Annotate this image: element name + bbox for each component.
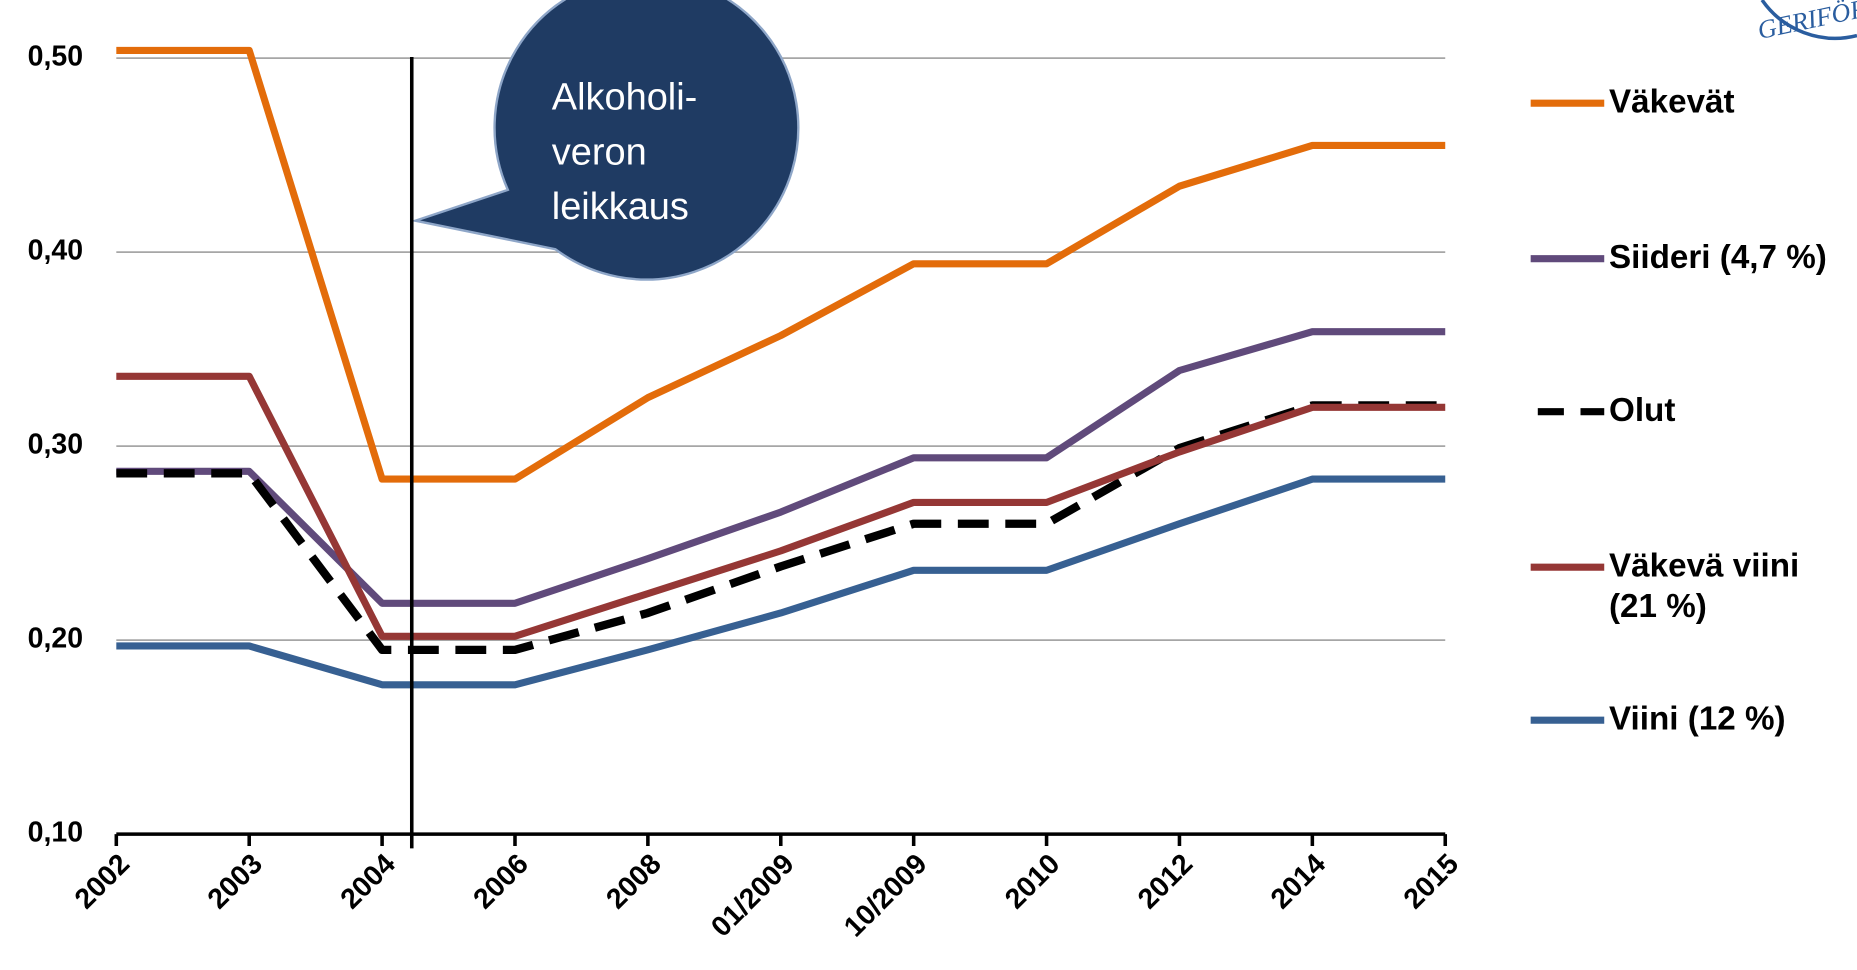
legend-label: Väkevät <box>1608 83 1735 120</box>
logo-ring <box>1760 0 1857 41</box>
legend-item: Siideri (4,7 %) <box>1608 238 1827 276</box>
legend-label: Olut <box>1608 391 1676 429</box>
series-line <box>116 328 1446 607</box>
annotation-bubble <box>410 0 800 281</box>
x-tick-label: 2014 <box>1265 848 1333 916</box>
series-line <box>116 475 1446 689</box>
y-tick-label: 0,20 <box>28 623 83 655</box>
y-tick-label: 0,30 <box>28 429 83 461</box>
y-tick-label: 0,10 <box>28 817 83 849</box>
x-tick-label: 2010 <box>999 848 1066 915</box>
annotation-text: veron <box>552 131 647 173</box>
legend-item: Väkevä viini (21 %) <box>1608 546 1800 625</box>
y-tick-label: 0,50 <box>28 41 83 73</box>
x-tick-label: 01/2009 <box>705 848 800 943</box>
series-line <box>116 372 1446 640</box>
x-tick-label: 2004 <box>334 848 402 916</box>
y-tick-label: 0,40 <box>28 235 83 267</box>
series-line <box>116 46 1446 483</box>
annotation: Alkoholi-veron leikkaus <box>410 0 800 281</box>
x-tick-label: 2008 <box>600 848 667 915</box>
x-tick-label: 10/2009 <box>838 848 933 943</box>
annotation-text: Alkoholi- <box>552 77 698 119</box>
x-tick-label: 2006 <box>467 848 534 915</box>
annotation-text: leikkaus <box>552 186 689 228</box>
legend-label: Väkevä viini (21 %) <box>1608 546 1800 625</box>
legend-label: Siideri (4,7 %) <box>1608 238 1827 276</box>
x-tick-label: 2002 <box>69 848 136 915</box>
x-tick-label: 2003 <box>202 848 269 915</box>
x-tick-label: 2015 <box>1398 848 1466 916</box>
legend-item: Väkevät <box>1608 83 1735 120</box>
logo: GERIFÖRBU <box>1755 0 1857 45</box>
legend-label: Viini (12 %) <box>1608 700 1786 737</box>
x-tick-label: 2012 <box>1132 848 1199 915</box>
legend-item: Olut <box>1608 391 1676 429</box>
legend-item: Viini (12 %) <box>1608 700 1786 737</box>
